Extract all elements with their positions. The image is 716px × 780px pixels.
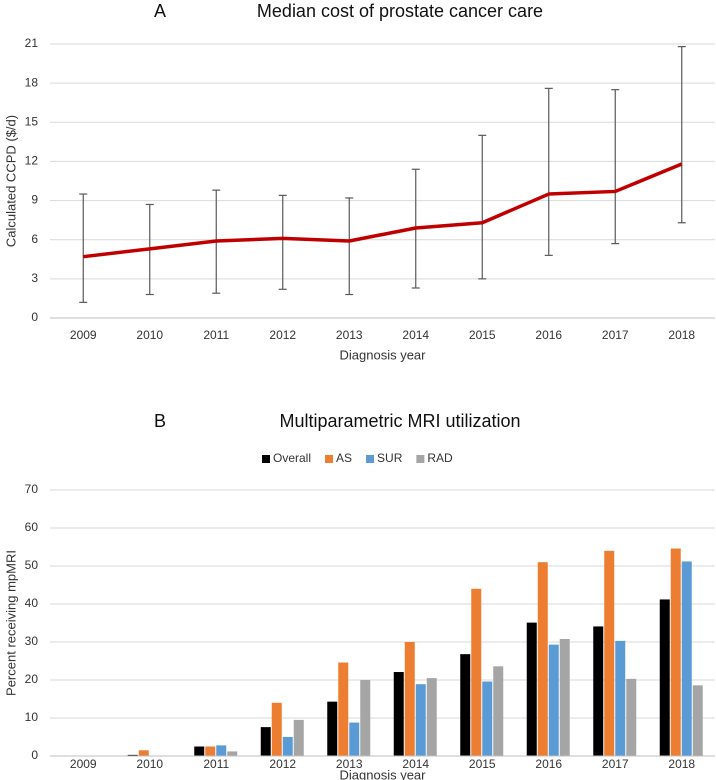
bar [194, 746, 205, 756]
line [83, 162, 683, 259]
legend-swatch [325, 455, 334, 463]
bar [548, 644, 559, 756]
bar [615, 640, 626, 756]
x-tick-label: 2011 [203, 328, 229, 342]
y-tick-label: 12 [25, 154, 39, 168]
x-tick-label: 2016 [535, 757, 562, 771]
bar [493, 666, 504, 756]
x-tick-label: 2014 [402, 328, 429, 342]
legend-label: RAD [427, 451, 453, 465]
y-tick-label: 0 [31, 748, 38, 762]
y-tick-label: 15 [25, 114, 39, 128]
bar [426, 678, 437, 756]
x-axis-label: Diagnosis year [340, 347, 427, 362]
y-tick-label: 60 [25, 520, 39, 534]
x-tick-label: 2018 [668, 328, 695, 342]
x-tick-label: 2009 [70, 328, 97, 342]
x-tick-label: 2012 [269, 757, 296, 771]
y-tick-label: 9 [31, 193, 38, 207]
bar [282, 737, 293, 756]
bar [537, 562, 548, 756]
legend-swatch [366, 455, 375, 463]
y-tick-label: 40 [25, 596, 39, 610]
bar [482, 681, 493, 756]
x-tick-label: 2018 [668, 757, 695, 771]
legend-label: AS [336, 451, 352, 465]
x-tick-label: 2009 [70, 757, 97, 771]
x-tick-label: 2013 [336, 328, 363, 342]
bar [626, 678, 637, 756]
x-tick-label: 2015 [469, 757, 496, 771]
bar [526, 622, 537, 756]
y-tick-label: 18 [25, 75, 39, 89]
bar [460, 654, 471, 756]
y-tick-label: 50 [25, 558, 39, 572]
bar [349, 722, 360, 756]
bar [293, 719, 304, 756]
y-axis-label: Calculated CCPD ($/d) [3, 115, 18, 247]
chart-title: Median cost of prostate cancer care [257, 1, 543, 21]
x-tick-label: 2013 [336, 757, 363, 771]
x-tick-label: 2011 [203, 757, 229, 771]
y-tick-label: 0 [31, 310, 38, 324]
y-tick-label: 10 [25, 710, 39, 724]
bar [227, 751, 238, 756]
legend-label: SUR [377, 451, 403, 465]
x-tick-label: 2012 [269, 328, 296, 342]
y-tick-label: 6 [31, 232, 38, 246]
bar [471, 588, 482, 756]
chart-title: Multiparametric MRI utilization [279, 411, 520, 431]
bar [327, 701, 338, 756]
panel-label: A [154, 1, 166, 21]
bar [659, 599, 670, 756]
bar [604, 550, 615, 756]
panel-label: B [154, 411, 166, 431]
x-tick-label: 2016 [535, 328, 562, 342]
bar [360, 680, 371, 756]
y-tick-label: 21 [25, 36, 39, 50]
bar [260, 727, 271, 756]
y-tick-label: 3 [31, 271, 38, 285]
bar [216, 745, 227, 756]
bar [559, 638, 570, 756]
x-tick-label: 2014 [402, 757, 429, 771]
bar [271, 702, 282, 756]
x-tick-label: 2015 [469, 328, 496, 342]
bar [338, 662, 349, 756]
y-tick-label: 30 [25, 634, 39, 648]
bar [415, 684, 426, 756]
bar [670, 548, 681, 756]
y-tick-label: 70 [25, 482, 39, 496]
y-tick-label: 20 [25, 672, 39, 686]
legend-swatch [416, 455, 425, 463]
y-axis-label: Percent receiving mpMRI [3, 550, 18, 696]
x-tick-label: 2017 [602, 757, 629, 771]
x-tick-label: 2017 [602, 328, 629, 342]
bar [404, 642, 415, 756]
bar [593, 626, 604, 756]
bar [681, 561, 692, 756]
legend-label: Overall [273, 451, 311, 465]
bar [127, 754, 138, 756]
bar [205, 746, 216, 756]
bar [692, 685, 703, 756]
legend-swatch [262, 455, 270, 463]
x-tick-label: 2010 [136, 328, 163, 342]
x-axis-label: Diagnosis year [340, 767, 427, 780]
bar [138, 750, 149, 756]
x-tick-label: 2010 [136, 757, 163, 771]
bar [393, 672, 404, 756]
